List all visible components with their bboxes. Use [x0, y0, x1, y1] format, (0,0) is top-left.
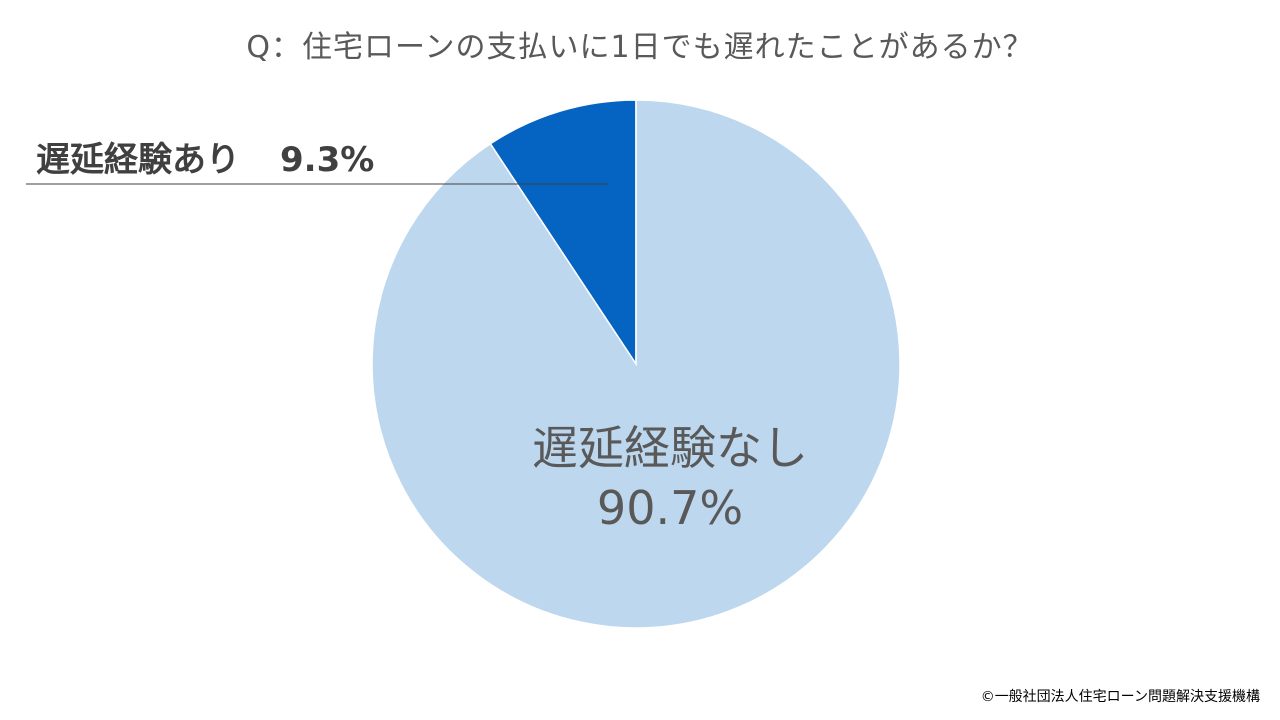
slice-label-no: 遅延経験なし 90.7% [520, 418, 820, 538]
slice-label-no-value: 90.7% [596, 481, 744, 535]
copyright-credit: ©一般社団法人住宅ローン問題解決支援機構 [980, 689, 1260, 705]
slice-label-yes: 遅延経験あり 9.3% [36, 132, 374, 181]
slice-label-yes-name: 遅延経験あり [36, 140, 240, 180]
slice-label-no-name: 遅延経験なし [532, 421, 808, 475]
pie-slice-yes [489, 99, 637, 367]
chart-title: Q：住宅ローンの支払いに1日でも遅れたことがあるか？ [246, 30, 1034, 65]
pie-slice-no [371, 99, 901, 629]
slice-label-yes-value: 9.3% [280, 140, 375, 180]
